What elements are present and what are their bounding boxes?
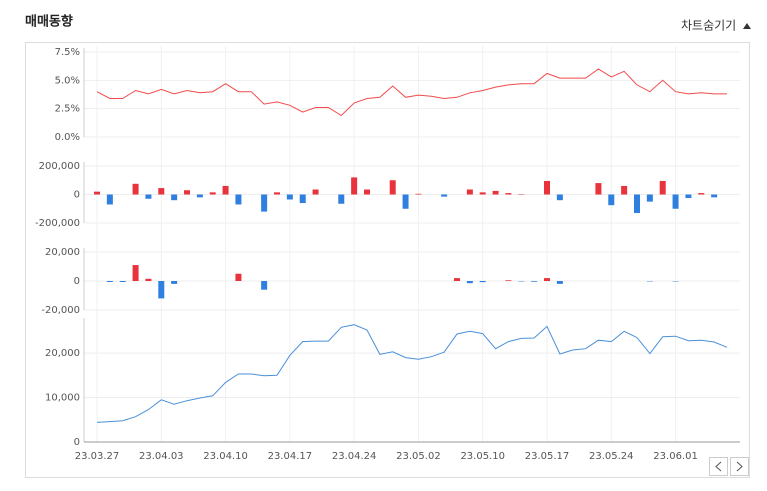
x-tick-label: 23.04.03	[139, 451, 184, 462]
y-tick-label: 7.5%	[55, 47, 80, 58]
bar	[209, 192, 216, 195]
bar	[94, 191, 100, 195]
bar	[441, 194, 448, 197]
bar	[261, 281, 268, 290]
bar	[531, 281, 538, 282]
bar	[338, 194, 345, 204]
bar	[363, 189, 370, 195]
y-tick-label: 200,000	[39, 161, 80, 172]
toggle-arrow[interactable]	[743, 23, 751, 29]
y-tick-label: -20,000	[41, 305, 80, 316]
y-tick-label: 5.0%	[55, 75, 80, 86]
y-tick-label: 0	[74, 190, 80, 201]
bar	[158, 281, 165, 299]
bar	[698, 193, 705, 195]
bar	[235, 194, 242, 205]
bar	[556, 281, 563, 284]
bar	[171, 194, 178, 201]
bar	[183, 190, 190, 195]
y-tick-label: 2.5%	[55, 104, 80, 115]
plot-area: 23.03.27 23.04.03 23.04.10 23.04.17 23.04.24…	[35, 46, 740, 462]
x-tick-label: 23.04.24	[332, 451, 377, 462]
bar	[106, 281, 113, 283]
bar	[672, 194, 679, 209]
bar	[235, 273, 242, 281]
bar	[595, 183, 602, 195]
bar	[415, 193, 422, 195]
next-button[interactable]	[730, 457, 749, 476]
bar	[505, 280, 512, 281]
bar	[389, 180, 396, 195]
bar	[351, 177, 358, 195]
bar	[171, 281, 178, 284]
x-tick-label: 23.04.10	[203, 451, 248, 462]
toggle-chart[interactable]: 차트숨기기	[681, 19, 736, 33]
bar	[621, 185, 628, 195]
next-icon[interactable]	[736, 461, 743, 472]
y-tick-label: 10,000	[45, 393, 80, 404]
bar	[273, 192, 280, 195]
y-tick-label: 20,000	[45, 348, 80, 359]
chart-frame	[25, 42, 750, 478]
bar	[543, 278, 550, 281]
bar	[633, 194, 640, 214]
bar	[106, 194, 113, 205]
bar	[158, 188, 165, 195]
bar	[466, 189, 473, 195]
bar	[261, 194, 268, 212]
bar	[608, 194, 615, 206]
bar	[556, 194, 563, 201]
prev-button[interactable]	[709, 457, 728, 476]
bar	[145, 194, 152, 199]
x-tick-label: 23.05.10	[460, 451, 505, 462]
bar	[685, 194, 692, 199]
x-tick-label: 23.05.17	[525, 451, 570, 462]
bar	[543, 180, 550, 195]
x-tick-label: 23.04.17	[268, 451, 313, 462]
data-line	[96, 68, 727, 117]
y-tick-label: 0	[74, 437, 80, 448]
bar	[479, 281, 486, 283]
x-tick-label: 23.06.01	[653, 451, 698, 462]
bar	[505, 193, 512, 195]
bar	[453, 278, 460, 281]
y-tick-label: 20,000	[45, 247, 80, 258]
bar	[659, 180, 666, 195]
bar	[222, 185, 229, 195]
y-tick-label: 0	[74, 276, 80, 287]
data-line	[96, 324, 728, 423]
bar	[646, 194, 653, 202]
bar	[466, 281, 473, 284]
bar	[145, 278, 152, 281]
prev-icon[interactable]	[715, 461, 722, 472]
y-tick-label: -200,000	[35, 218, 80, 229]
x-tick-label: 23.05.02	[396, 451, 441, 462]
bar	[711, 194, 718, 198]
bar	[402, 194, 409, 209]
x-tick-label: 23.03.27	[75, 451, 120, 462]
section-title: 매매동향	[25, 14, 73, 30]
bar	[479, 192, 486, 195]
bar	[299, 194, 306, 204]
y-tick-label: 0.0%	[55, 132, 80, 143]
bar	[312, 189, 319, 195]
bar	[132, 265, 139, 281]
bar	[119, 281, 126, 283]
x-tick-label: 23.05.24	[589, 451, 634, 462]
bar	[132, 183, 139, 195]
bar	[492, 190, 499, 195]
bar	[286, 194, 293, 200]
bar	[196, 194, 203, 198]
